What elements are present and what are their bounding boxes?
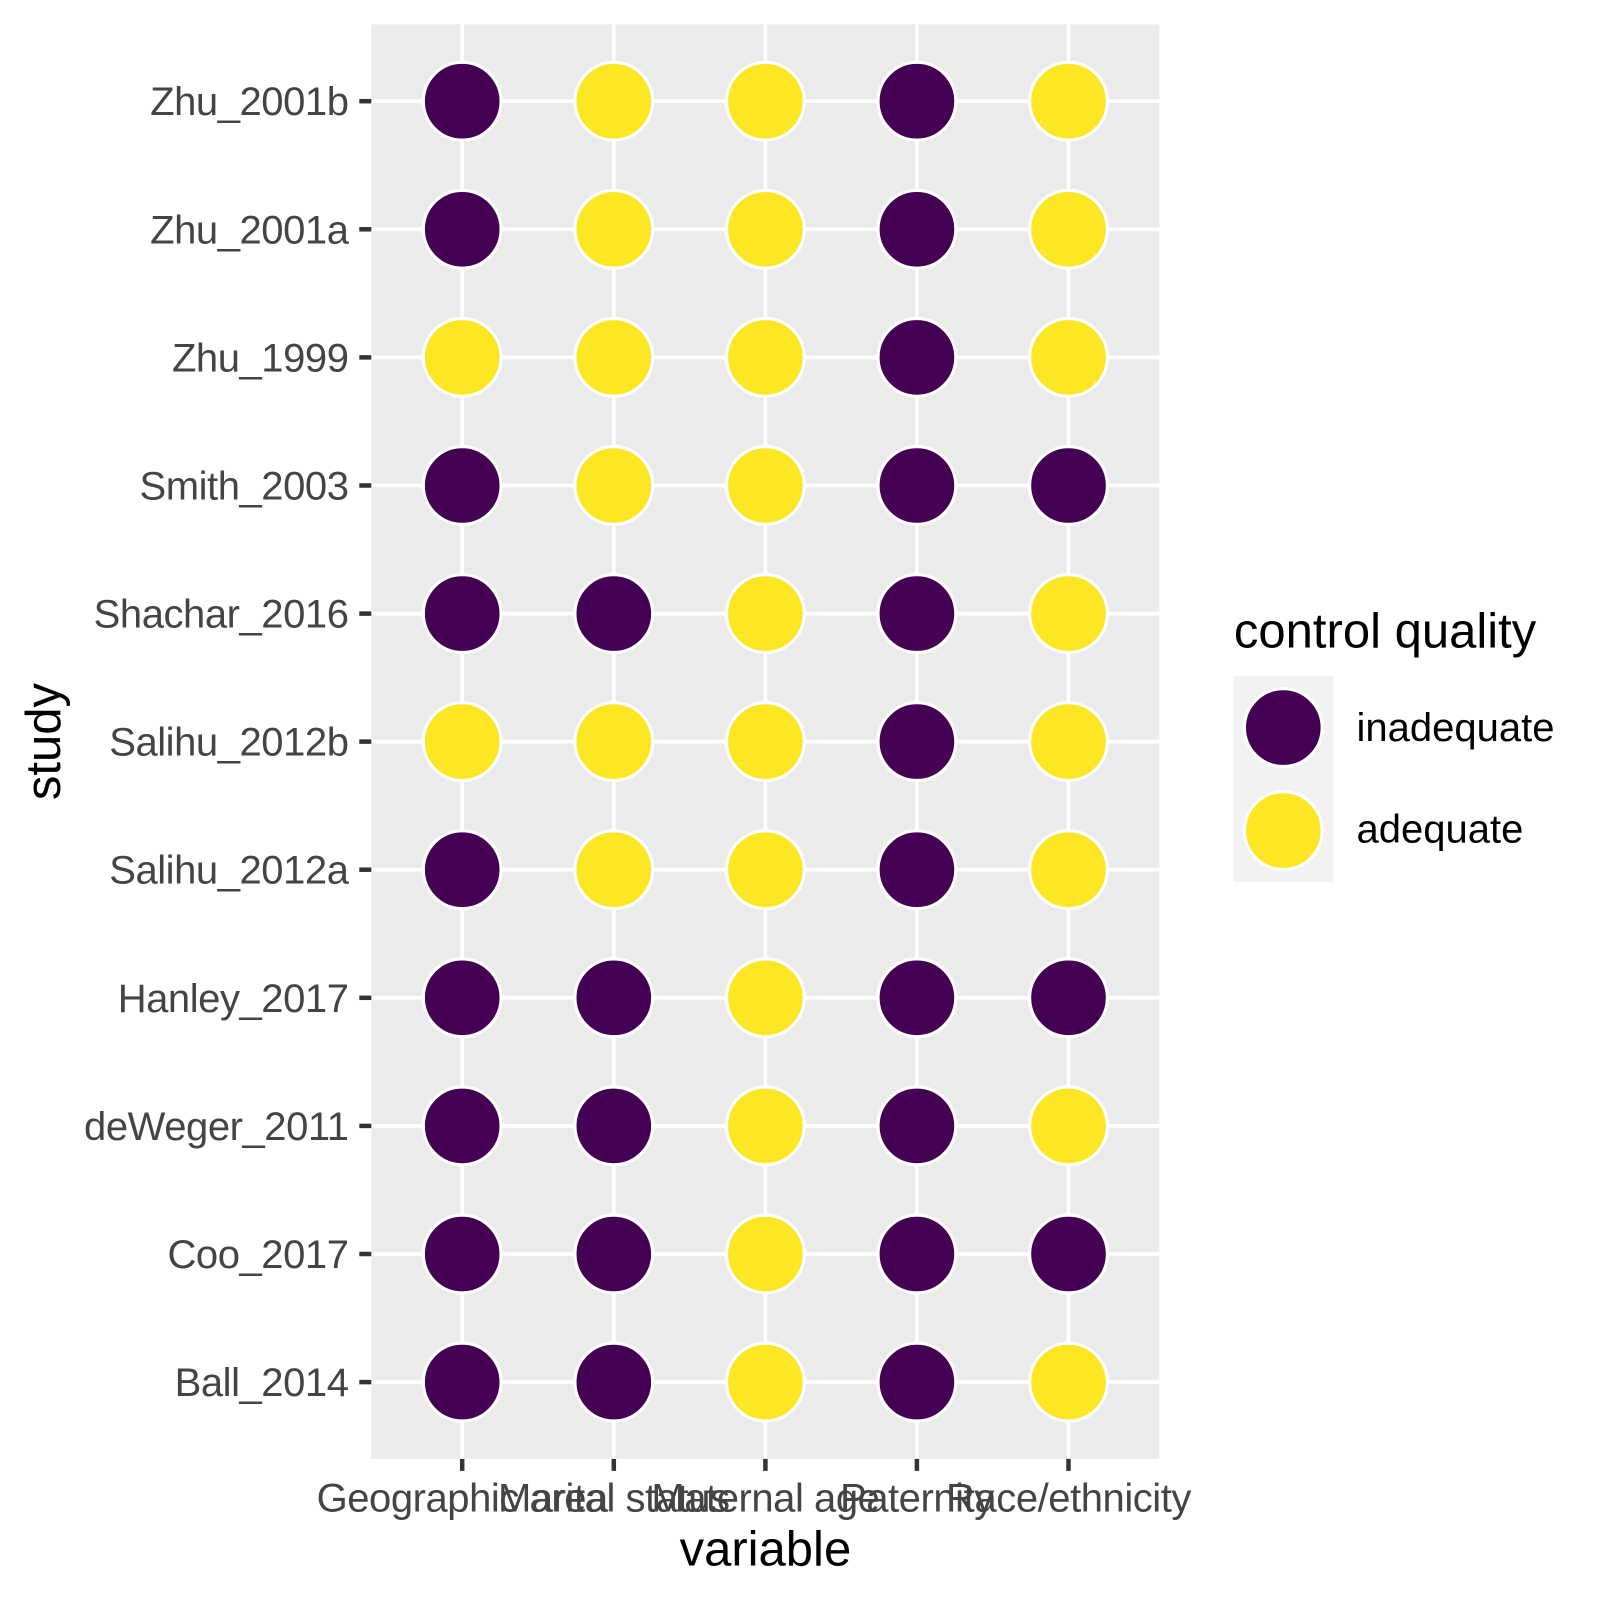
svg-text:Geographic area: Geographic area (317, 1476, 609, 1520)
svg-text:Salihu_2012a: Salihu_2012a (109, 849, 349, 893)
svg-text:Maternal age: Maternal age (651, 1476, 879, 1520)
svg-text:variable: variable (680, 1523, 852, 1577)
svg-text:Paternity: Paternity (840, 1476, 994, 1520)
svg-text:Ball_2014: Ball_2014 (175, 1361, 349, 1405)
svg-text:Zhu_1999: Zhu_1999 (172, 336, 349, 380)
svg-text:Coo_2017: Coo_2017 (167, 1233, 348, 1277)
svg-text:control quality: control quality (1234, 604, 1537, 658)
svg-text:Shachar_2016: Shachar_2016 (94, 593, 349, 637)
svg-text:inadequate: inadequate (1357, 706, 1555, 750)
svg-text:Zhu_2001b: Zhu_2001b (150, 80, 348, 124)
svg-text:study: study (17, 683, 71, 801)
svg-text:Marital status: Marital status (498, 1476, 730, 1520)
svg-text:Zhu_2001a: Zhu_2001a (150, 208, 350, 252)
svg-text:Smith_2003: Smith_2003 (140, 465, 349, 509)
svg-text:Salihu_2012b: Salihu_2012b (109, 721, 348, 765)
svg-text:Hanley_2017: Hanley_2017 (118, 977, 349, 1021)
svg-text:deWeger_2011: deWeger_2011 (84, 1105, 348, 1149)
svg-text:Race/ethnicity: Race/ethnicity (946, 1476, 1191, 1520)
svg-text:adequate: adequate (1357, 807, 1524, 851)
